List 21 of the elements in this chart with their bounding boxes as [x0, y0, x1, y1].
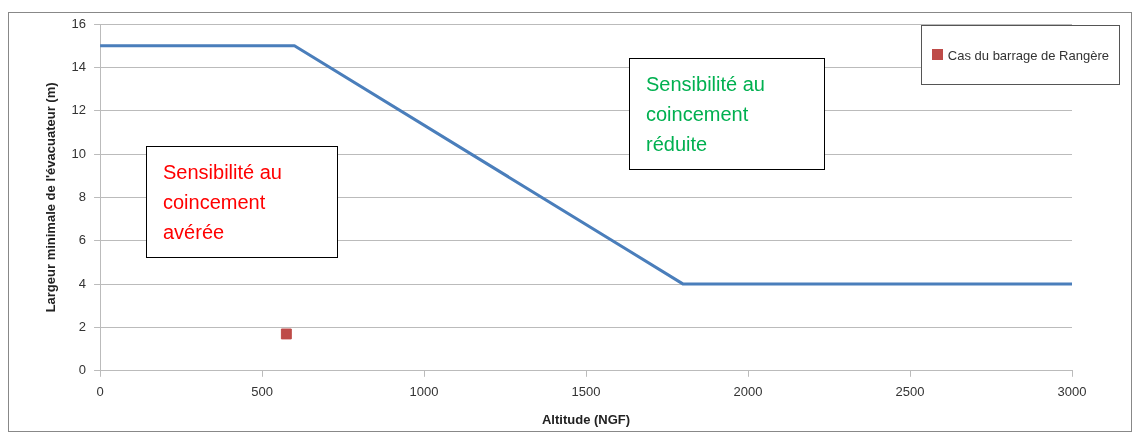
x-tick-label: 2000 [733, 384, 763, 400]
legend-label: Cas du barrage de Rangère [947, 47, 1109, 63]
x-axis-title: Altitude (NGF) [541, 411, 631, 427]
x-tick-label: 2500 [895, 384, 925, 400]
y-tick-label: 14 [71, 58, 87, 74]
y-tick-label: 8 [78, 188, 87, 204]
x-tick-label: 1000 [409, 384, 439, 400]
y-tick-label: 16 [71, 15, 87, 31]
x-tick-label: 3000 [1057, 384, 1087, 400]
x-tick-label: 0 [96, 384, 104, 400]
x-tick-label: 500 [251, 384, 273, 400]
y-axis-title: Largeur minimale de l'évacuateur (m) [43, 82, 59, 313]
y-tick-label: 0 [78, 362, 87, 378]
y-tick-label: 2 [78, 319, 87, 335]
text-box: Sensibilité au coincement réduite [629, 58, 825, 170]
y-tick-label: 12 [71, 102, 87, 118]
text-box: Sensibilité au coincement avérée [146, 146, 338, 258]
x-tick-label: 1500 [571, 384, 601, 400]
y-tick-label: 6 [78, 232, 87, 248]
y-tick-label: 4 [78, 275, 87, 291]
y-tick-label: 10 [71, 145, 87, 161]
